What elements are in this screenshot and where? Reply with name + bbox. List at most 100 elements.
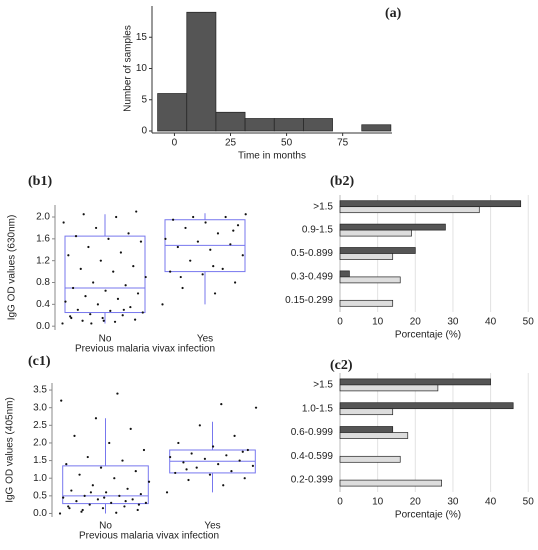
point: [103, 496, 106, 499]
point: [169, 270, 172, 273]
x-axis-label: Time in months: [238, 151, 306, 162]
point: [127, 232, 130, 235]
x-tick-label: 40: [485, 497, 497, 508]
point: [62, 221, 65, 224]
point: [244, 213, 247, 216]
point: [139, 240, 143, 243]
point: [198, 424, 201, 427]
point: [222, 484, 225, 487]
point: [74, 235, 78, 238]
x-tick-label: 20: [410, 497, 422, 508]
point: [132, 265, 135, 268]
point: [124, 284, 127, 287]
y-tick-label: 0.9-1.5: [302, 225, 334, 236]
y-tick-label: 2.0: [36, 212, 50, 223]
y-tick-label: 15: [136, 32, 148, 43]
point: [122, 308, 125, 311]
point: [225, 454, 228, 457]
point: [116, 392, 119, 395]
point: [69, 315, 72, 318]
point: [101, 316, 104, 320]
point: [161, 303, 164, 306]
panel-title: (c2): [330, 358, 353, 373]
point: [209, 248, 212, 251]
bar: [339, 408, 394, 416]
y-tick-label: 0: [141, 126, 147, 137]
y-tick-label: 0.5-0.899: [291, 248, 334, 259]
point: [164, 237, 167, 240]
point: [91, 484, 94, 487]
y-tick-label: 1.2: [36, 255, 50, 266]
point: [190, 452, 193, 455]
point: [181, 286, 184, 290]
point: [176, 245, 179, 249]
point: [211, 445, 215, 448]
point: [233, 281, 237, 284]
point: [65, 463, 68, 466]
y-tick-label: 1.0: [33, 473, 47, 484]
x-tick-label: Yes: [204, 521, 220, 532]
point: [204, 221, 207, 224]
point: [68, 507, 71, 510]
y-tick-label: 2.5: [33, 420, 47, 431]
point: [67, 254, 70, 257]
point: [144, 501, 148, 504]
bar: [339, 384, 439, 392]
y-axis-label: IgG OD values (630nm): [7, 215, 18, 321]
bar: [339, 426, 394, 433]
point: [171, 218, 175, 221]
point: [241, 254, 244, 257]
point: [102, 319, 105, 322]
y-tick-label: 0.4: [36, 299, 50, 310]
point: [99, 466, 103, 469]
point: [118, 494, 121, 497]
point: [113, 477, 116, 480]
box: [64, 235, 146, 314]
point: [96, 303, 99, 306]
y-axis-label: Number of samples: [123, 25, 134, 112]
x-tick-label: 25: [225, 138, 237, 149]
point: [131, 498, 134, 501]
point: [110, 501, 113, 504]
x-tick-label: 0: [337, 317, 343, 328]
point: [184, 226, 187, 230]
point: [212, 265, 215, 268]
y-tick-label: 0.3-0.499: [291, 272, 334, 283]
point: [108, 441, 111, 445]
hist-bar: [157, 93, 188, 132]
point: [115, 215, 118, 219]
point: [217, 463, 220, 466]
point: [104, 491, 108, 494]
point: [177, 441, 180, 445]
point: [229, 243, 232, 246]
hist-bar: [273, 118, 304, 132]
point: [116, 297, 120, 300]
point: [79, 267, 82, 270]
bar: [339, 276, 401, 284]
point: [115, 511, 118, 514]
point: [129, 427, 132, 430]
point: [144, 275, 147, 279]
point: [96, 498, 99, 501]
point: [73, 434, 76, 437]
x-tick-label: 0: [172, 138, 178, 149]
x-tick-label: 50: [523, 497, 535, 508]
hist-bar: [186, 11, 217, 132]
point: [75, 500, 78, 503]
point: [246, 448, 249, 452]
point: [94, 226, 98, 230]
point: [135, 210, 138, 213]
x-tick-label: 0: [337, 497, 343, 508]
point: [104, 289, 107, 292]
x-tick-label: Yes: [197, 334, 213, 345]
point: [64, 300, 67, 303]
y-tick-label: 0.8: [36, 277, 50, 288]
x-tick-label: 10: [372, 497, 384, 508]
point: [221, 267, 224, 270]
x-tick-label: No: [99, 521, 112, 532]
point: [213, 292, 217, 295]
point: [83, 494, 86, 497]
point: [230, 470, 233, 473]
point: [94, 417, 98, 420]
